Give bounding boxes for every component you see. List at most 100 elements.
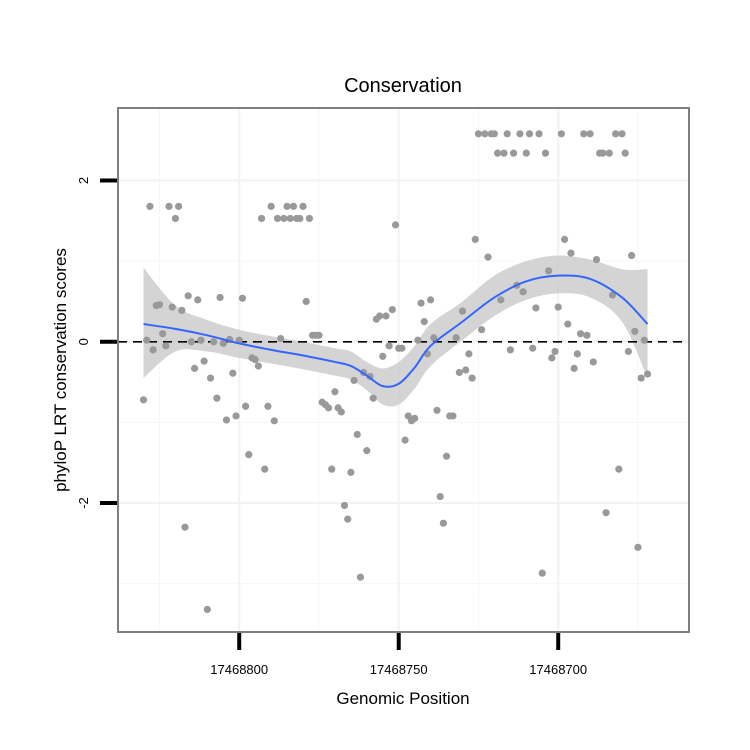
data-point [283,202,291,210]
data-point [232,412,240,420]
data-point [522,149,530,157]
data-point [379,352,387,360]
data-point [506,346,514,354]
data-point [181,523,189,531]
data-point [398,344,406,352]
data-point [449,412,457,420]
data-points [139,130,652,614]
data-point [490,130,499,138]
data-point [219,339,227,347]
data-point [474,130,483,138]
x-tick-label: 17468700 [529,662,587,677]
data-point [162,342,170,350]
data-point [452,334,460,342]
data-point [222,416,231,424]
plot-panel [117,107,690,633]
data-point [159,330,167,338]
data-point [289,202,298,210]
data-point [165,202,173,210]
data-point [280,214,288,223]
data-point [580,130,588,138]
data-point [548,354,556,362]
data-point [465,350,473,358]
data-point [385,342,393,350]
data-point [509,149,518,157]
data-point [557,130,566,138]
smooth-trend-line [143,274,649,388]
data-point [439,519,447,527]
data-point [143,336,151,344]
data-point [353,430,361,439]
data-point [605,149,613,157]
data-point [391,221,400,229]
data-point [525,130,534,138]
x-tick-label: 17468750 [370,662,428,677]
data-point [277,334,285,343]
data-point [615,465,623,473]
data-point [637,374,645,382]
data-point [545,267,553,275]
data-point [612,130,620,138]
y-tick-label: 2 [76,177,91,184]
data-point [257,214,266,223]
data-point [519,288,527,296]
data-point [643,370,652,378]
data-point [315,331,323,339]
data-point [324,404,333,412]
data-point [570,364,578,372]
data-point [484,253,492,261]
data-point [251,355,259,364]
data-point [411,414,419,422]
x-tick-label: 17468800 [210,662,268,677]
data-point [194,296,202,304]
x-axis: 17468800 17468750 17468700 [210,633,587,677]
data-point [430,334,438,342]
data-point [478,326,486,334]
data-point [149,346,157,354]
data-point [541,149,550,157]
data-point [592,255,601,264]
data-point [190,364,199,372]
data-point [468,374,476,382]
data-point [573,350,581,358]
data-point [618,130,626,138]
data-point [599,149,607,157]
data-point [146,202,154,210]
data-point [462,366,470,374]
data-point [401,436,409,444]
data-point [328,465,336,473]
data-point [261,465,269,473]
data-point [270,417,278,425]
y-axis-label: phyloP LRT conservation scores [51,248,70,492]
data-point [350,376,358,385]
data-point [216,293,224,302]
data-point [420,318,428,326]
data-point [471,235,479,244]
data-point [500,149,508,157]
data-point [296,214,304,223]
data-point [602,509,610,517]
data-point [624,347,632,356]
data-point [560,235,569,244]
data-point [175,202,183,210]
data-point [254,362,262,370]
data-point [369,394,377,402]
data-point [356,573,365,581]
gridlines [118,108,689,632]
data-point [564,320,572,328]
data-point [627,251,636,260]
x-axis-label: Genomic Position [336,689,469,708]
data-point [200,357,208,365]
data-point [567,249,575,257]
data-point [535,130,543,138]
data-point [481,130,489,138]
data-point [305,214,313,223]
data-point [340,501,349,510]
data-point [427,296,435,304]
data-point [433,406,441,414]
data-point [299,202,307,210]
data-point [417,299,425,307]
data-point [458,307,467,315]
data-point [516,130,524,138]
data-point [621,149,629,157]
